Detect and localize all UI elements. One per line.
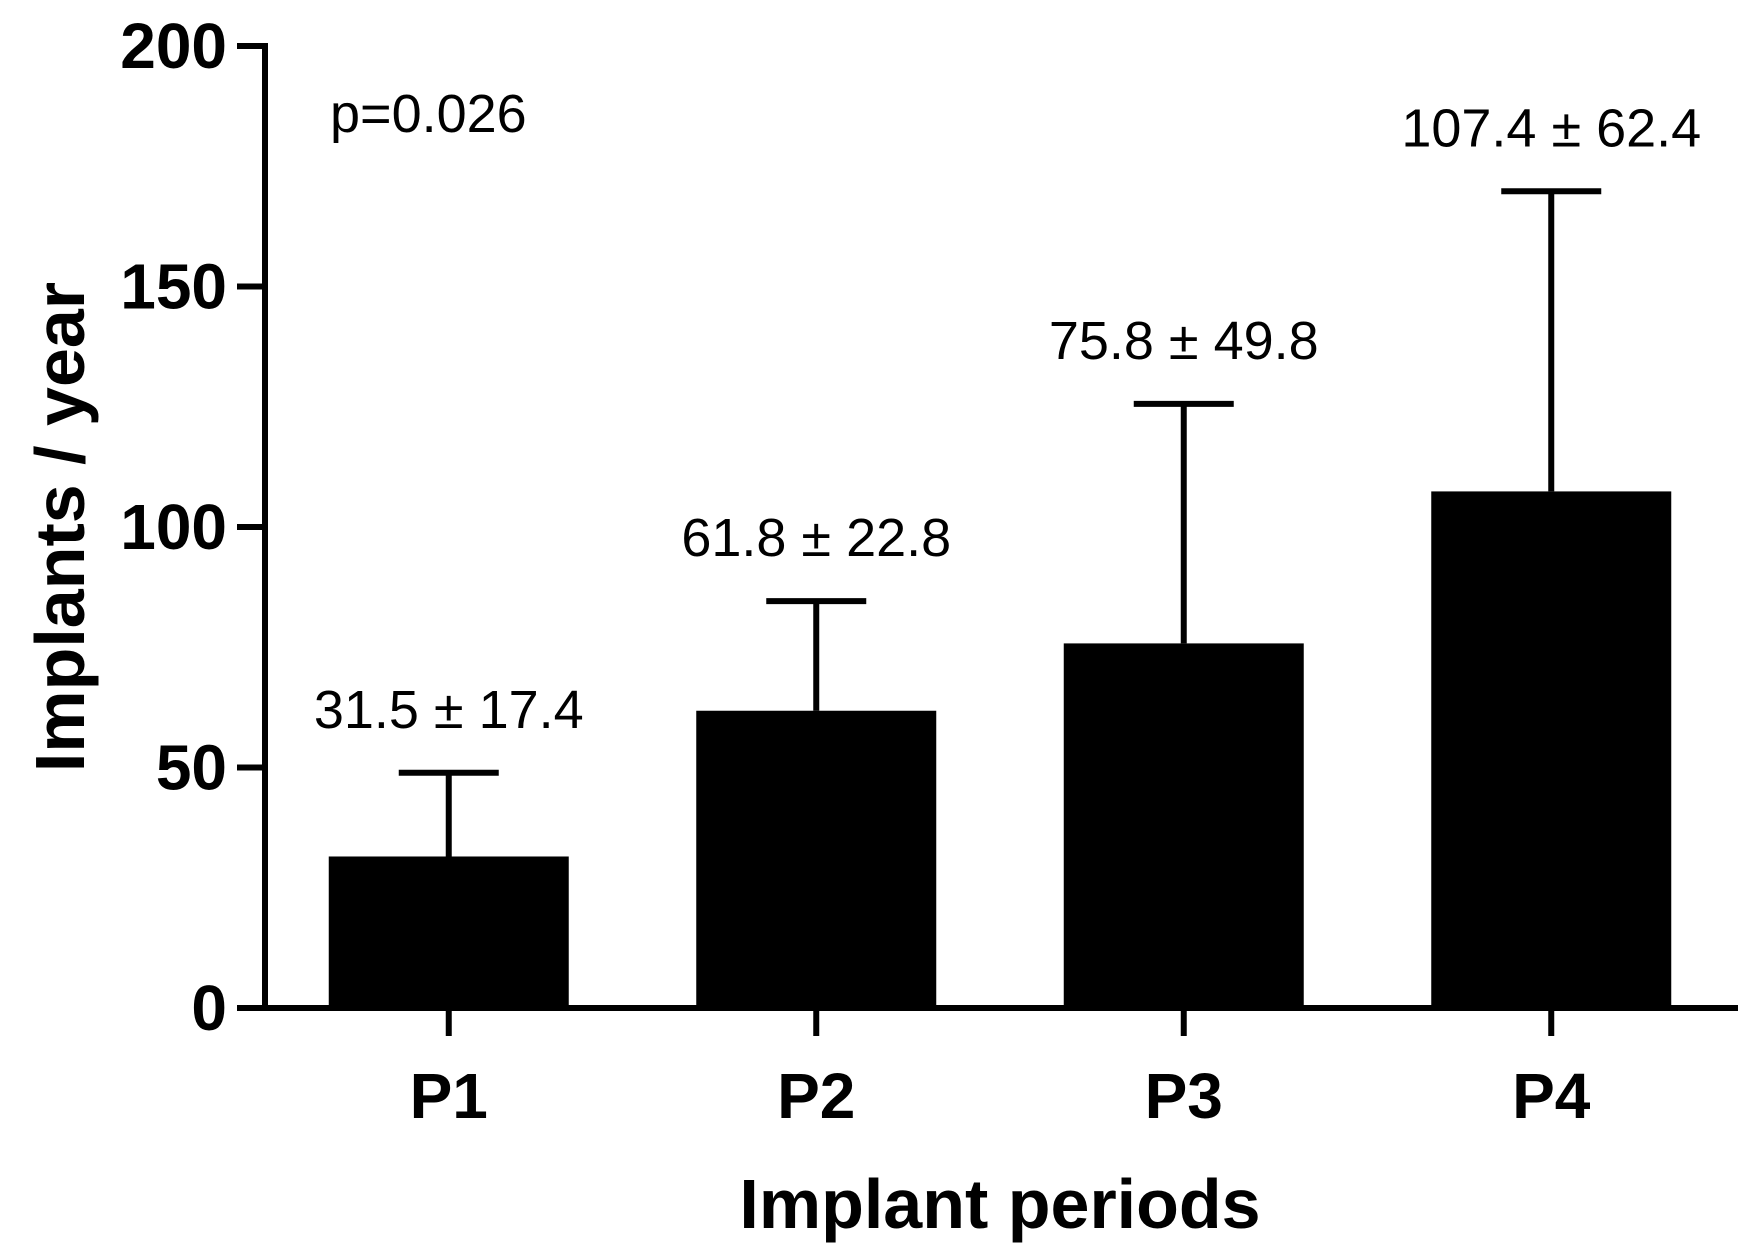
- data-label-p2: 61.8 ± 22.8: [681, 508, 951, 568]
- labels: 0 50 100 150 200 P1 31.5 ± 17.4 P2 61.8 ± 22.8 P3…: [120, 10, 1701, 1132]
- axes: [237, 43, 1738, 1036]
- data-label-p4: 107.4 ± 62.4: [1401, 98, 1701, 158]
- y-tick-label: 50: [156, 732, 227, 804]
- x-tick-label-p4: P4: [1512, 1060, 1591, 1132]
- x-axis-title: Implant periods: [739, 1165, 1260, 1243]
- bar-p4: [1431, 491, 1672, 1008]
- y-tick-label: 0: [191, 972, 227, 1044]
- x-tick-label-p3: P3: [1145, 1060, 1223, 1132]
- x-tick-label-p1: P1: [410, 1060, 488, 1132]
- data-label-p3: 75.8 ± 49.8: [1049, 311, 1319, 371]
- plot-area: [328, 188, 1672, 1008]
- bar-p1: [328, 856, 569, 1008]
- p-value-annotation: p=0.026: [330, 84, 527, 144]
- y-axis-title: Implants / year: [21, 282, 99, 772]
- bar-p3: [1063, 643, 1304, 1008]
- data-label-p1: 31.5 ± 17.4: [314, 680, 584, 740]
- y-tick-label: 200: [120, 10, 227, 82]
- y-tick-label: 100: [120, 491, 227, 563]
- x-tick-label-p2: P2: [777, 1060, 855, 1132]
- y-tick-label: 150: [120, 251, 227, 323]
- bar-p2: [696, 710, 937, 1008]
